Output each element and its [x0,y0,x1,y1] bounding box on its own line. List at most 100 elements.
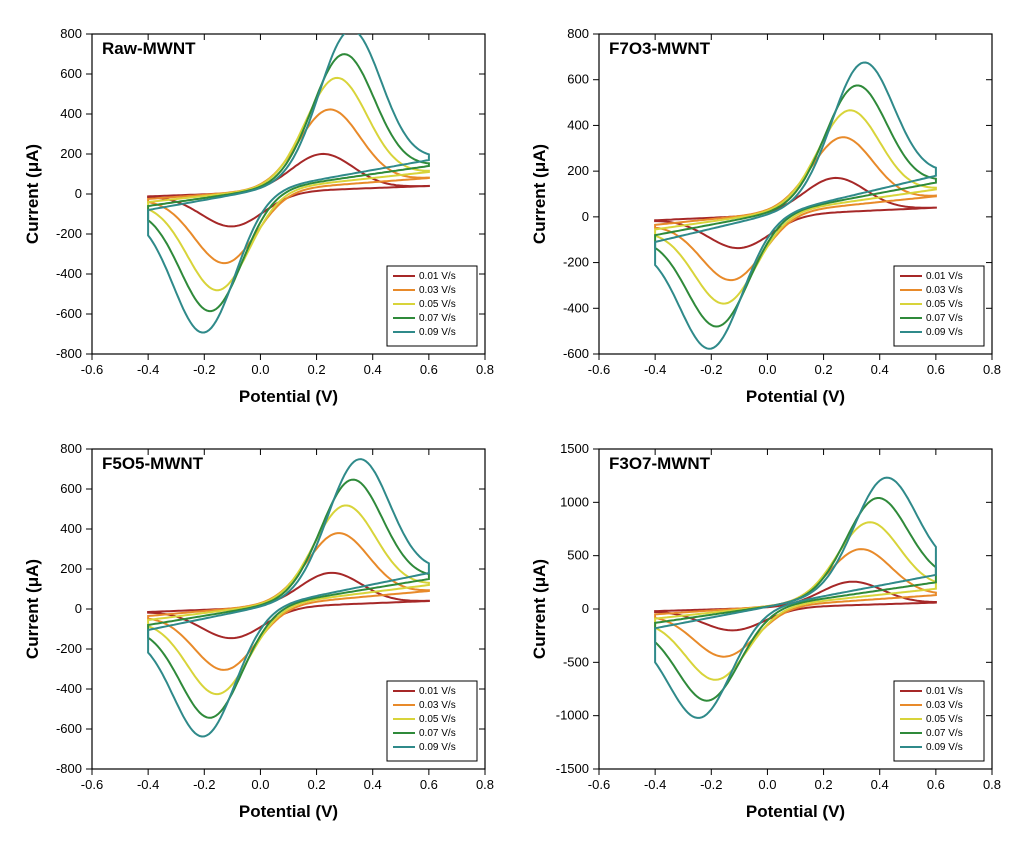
svg-text:-0.6: -0.6 [81,777,103,792]
svg-text:-0.6: -0.6 [81,362,103,377]
legend-label: 0.07 V/s [926,728,963,739]
legend-label: 0.01 V/s [419,686,456,697]
svg-text:Potential (V): Potential (V) [746,802,845,821]
legend-label: 0.03 V/s [926,285,963,296]
svg-text:-0.2: -0.2 [193,362,215,377]
svg-text:-800: -800 [56,761,82,776]
svg-text:0.4: 0.4 [871,362,889,377]
legend-label: 0.07 V/s [419,728,456,739]
svg-text:-500: -500 [563,654,589,669]
svg-text:-400: -400 [563,300,589,315]
svg-text:800: 800 [60,441,82,456]
chart-grid: -0.6 -0.4 -0.2 0.0 0.2 0.4 0.6 0.8 -800 -600 -400 -… [20,20,1004,829]
svg-text:-600: -600 [56,306,82,321]
cv-curve-0.03 [148,109,429,263]
legend-label: 0.09 V/s [419,742,456,753]
svg-text:400: 400 [60,521,82,536]
svg-text:200: 200 [567,163,589,178]
legend-label: 0.05 V/s [926,299,963,310]
svg-text:1500: 1500 [560,441,589,456]
svg-text:Current (μA): Current (μA) [23,144,42,244]
panel-f5o5-svg: -0.6-0.4-0.20.00.20.40.60.8-800-600-400-… [20,435,497,829]
legend-label: 0.07 V/s [926,313,963,324]
svg-text:-600: -600 [56,721,82,736]
svg-text:0.6: 0.6 [420,777,438,792]
svg-text:800: 800 [567,26,589,41]
legend-label: 0.09 V/s [926,327,963,338]
legend-label: 0.05 V/s [419,299,456,310]
svg-text:Current (μA): Current (μA) [530,558,549,658]
legend: 0.01 V/s 0.03 V/s 0.05 V/s 0.07 V/s 0.09 V/s [894,681,984,761]
legend-label: 0.03 V/s [926,700,963,711]
svg-text:0.8: 0.8 [476,362,494,377]
svg-text:Current (μA): Current (μA) [23,558,42,658]
panel-f7o3-svg: -0.6-0.4-0.20.00.20.40.60.8-600-400-2000… [527,20,1004,414]
legend-label: 0.09 V/s [419,327,456,338]
legend-label: 0.05 V/s [419,714,456,725]
svg-text:-400: -400 [56,266,82,281]
svg-text:0.8: 0.8 [476,777,494,792]
svg-text:0.4: 0.4 [364,362,382,377]
svg-text:0.2: 0.2 [308,362,326,377]
svg-text:0.6: 0.6 [927,362,945,377]
svg-text:-0.6: -0.6 [588,777,610,792]
svg-text:-0.2: -0.2 [700,777,722,792]
svg-text:200: 200 [60,561,82,576]
svg-text:600: 600 [567,72,589,87]
svg-text:0.0: 0.0 [758,777,776,792]
svg-text:1000: 1000 [560,494,589,509]
panel-title: F3O7-MWNT [609,454,711,473]
panel-f5o5: -0.6-0.4-0.20.00.20.40.60.8-800-600-400-… [20,435,497,830]
svg-text:0.4: 0.4 [871,777,889,792]
panel-f3o7-svg: -0.6-0.4-0.20.00.20.40.60.8-1500-1000-50… [527,435,1004,829]
svg-text:-0.6: -0.6 [588,362,610,377]
panel-title: Raw-MWNT [102,39,196,58]
svg-text:400: 400 [60,106,82,121]
svg-text:0.2: 0.2 [815,777,833,792]
svg-text:Potential (V): Potential (V) [239,802,338,821]
svg-text:0.6: 0.6 [927,777,945,792]
legend-label: 0.01 V/s [926,686,963,697]
svg-text:-0.2: -0.2 [700,362,722,377]
svg-text:200: 200 [60,146,82,161]
svg-text:0.0: 0.0 [251,777,269,792]
svg-text:600: 600 [60,66,82,81]
svg-text:-800: -800 [56,346,82,361]
svg-text:0: 0 [75,186,82,201]
legend-label: 0.05 V/s [926,714,963,725]
svg-text:500: 500 [567,547,589,562]
svg-text:-0.4: -0.4 [137,362,159,377]
legend: 0.01 V/s0.03 V/s0.05 V/s0.07 V/s0.09 V/s [387,266,477,346]
svg-text:0: 0 [582,209,589,224]
svg-text:-200: -200 [56,641,82,656]
svg-text:-1500: -1500 [556,761,589,776]
panel-f3o7: -0.6-0.4-0.20.00.20.40.60.8-1500-1000-50… [527,435,1004,830]
svg-text:-0.4: -0.4 [644,777,666,792]
svg-text:-400: -400 [56,681,82,696]
legend-label: 0.09 V/s [926,742,963,753]
svg-text:Potential (V): Potential (V) [239,387,338,406]
legend-label: 0.03 V/s [419,700,456,711]
svg-text:0.0: 0.0 [758,362,776,377]
svg-text:400: 400 [567,117,589,132]
svg-text:Current (μA): Current (μA) [530,144,549,244]
legend-label: 0.01 V/s [926,271,963,282]
panel-raw-svg: -0.6-0.4-0.20.00.20.40.60.8-800-600-400-… [20,20,497,414]
panel-title: F5O5-MWNT [102,454,204,473]
svg-text:-600: -600 [563,346,589,361]
panel-raw: -0.6-0.4-0.20.00.20.40.60.8-800-600-400-… [20,20,497,415]
panel-title: F7O3-MWNT [609,39,711,58]
svg-text:0.2: 0.2 [308,777,326,792]
svg-text:0.8: 0.8 [983,362,1001,377]
cv-curve-0.05 [148,505,429,694]
legend: 0.01 V/s 0.03 V/s 0.05 V/s 0.07 V/s 0.09 V/s [894,266,984,346]
legend-label: 0.03 V/s [419,285,456,296]
legend-label: 0.07 V/s [419,313,456,324]
svg-text:-200: -200 [563,255,589,270]
svg-text:-0.4: -0.4 [137,777,159,792]
svg-text:-1000: -1000 [556,707,589,722]
legend: 0.01 V/s 0.03 V/s 0.05 V/s 0.07 V/s 0.09 V/s [387,681,477,761]
svg-text:600: 600 [60,481,82,496]
svg-text:0.2: 0.2 [815,362,833,377]
svg-text:800: 800 [60,26,82,41]
